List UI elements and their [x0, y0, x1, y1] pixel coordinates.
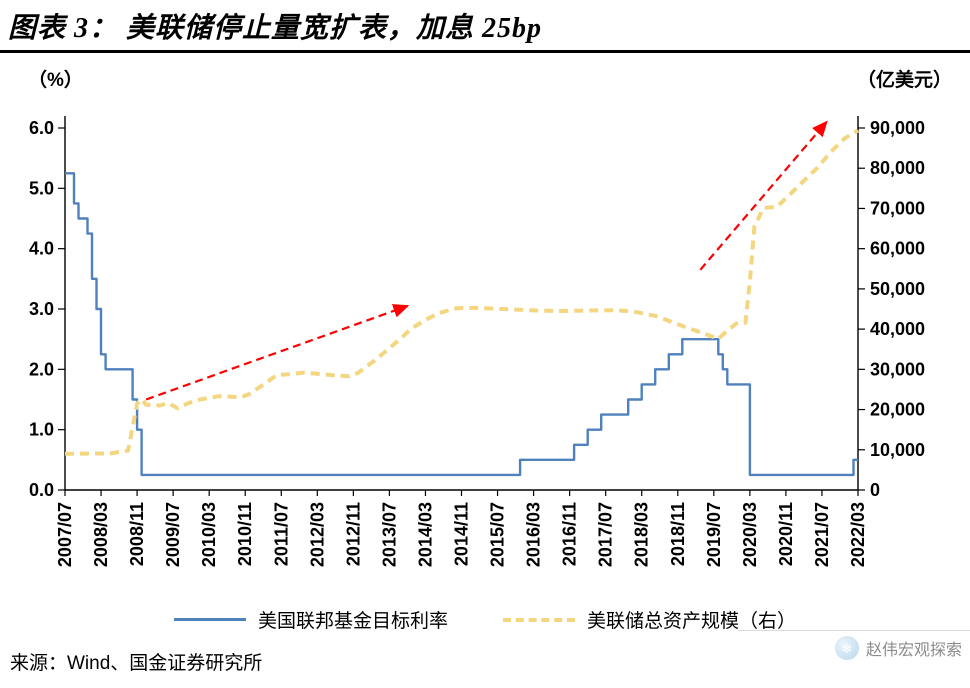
chart-legend: 美国联邦基金目标利率 美联储总资产规模（右） [0, 606, 970, 633]
left-axis-tick-label: 5.0 [29, 178, 54, 198]
right-axis-tick-label: 40,000 [870, 319, 925, 339]
left-axis-unit-label: （%） [28, 68, 83, 91]
right-axis-tick-label: 60,000 [870, 239, 925, 259]
right-axis-tick-label: 30,000 [870, 359, 925, 379]
x-axis-tick-label: 2018/11 [668, 502, 688, 566]
right-axis-tick-label: 90,000 [870, 118, 925, 138]
left-axis-tick-label: 4.0 [29, 239, 54, 259]
watermark-divider [738, 630, 970, 631]
x-axis-tick-label: 2020/11 [776, 502, 796, 566]
watermark-text: 赵伟宏观探索 [865, 642, 962, 659]
x-axis-tick-label: 2022/03 [848, 502, 868, 567]
left-axis-tick-label: 6.0 [29, 118, 54, 138]
x-axis-tick-label: 2009/07 [163, 502, 183, 567]
right-axis-tick-label: 0 [870, 480, 880, 500]
watermark: ❄ 赵伟宏观探索 [834, 636, 962, 660]
x-axis-tick-label: 2014/03 [415, 502, 435, 567]
x-axis-tick-label: 2012/11 [343, 502, 363, 566]
x-axis-tick-label: 2014/11 [452, 502, 472, 566]
x-axis-tick-label: 2011/07 [271, 502, 291, 566]
left-axis-tick-label: 3.0 [29, 299, 54, 319]
x-axis-tick-label: 2019/07 [704, 502, 724, 567]
x-axis-tick-label: 2007/07 [55, 502, 75, 567]
watermark-logo-icon: ❄ [834, 636, 859, 660]
left-axis-tick-label: 0.0 [29, 480, 54, 500]
x-axis-tick-label: 2016/03 [524, 502, 544, 567]
right-axis-tick-label: 80,000 [870, 158, 925, 178]
legend-label-rate: 美国联邦基金目标利率 [257, 611, 448, 632]
x-axis-tick-label: 2010/03 [199, 502, 219, 567]
chart-title: 图表 3： 美联储停止量宽扩表，加息 25bp [8, 13, 543, 44]
source-note: 来源：Wind、国金证券研究所 [10, 653, 263, 674]
right-axis-tick-label: 10,000 [870, 440, 925, 460]
asset-series-line [64, 128, 860, 456]
legend-item-rate: 美国联邦基金目标利率 [173, 606, 448, 633]
asset-line-sample [503, 617, 575, 622]
legend-label-assets: 美联储总资产规模（右） [587, 611, 797, 632]
x-axis-tick-label: 2010/11 [235, 502, 255, 566]
trend-arrow [699, 120, 828, 271]
chart-canvas: 6.0 5.0 4.0 3.0 2.0 1.0 0.0 90,000 80,000 70,000 6… [28, 68, 952, 567]
x-axis-tick-label: 2018/03 [632, 502, 652, 567]
trend-arrow [145, 304, 410, 401]
x-axis-tick-label: 2008/11 [127, 502, 147, 566]
legend-item-assets: 美联储总资产规模（右） [503, 606, 796, 633]
x-axis-tick-label: 2013/07 [379, 502, 399, 567]
right-axis-unit-label: （亿美元） [857, 68, 952, 91]
rate-series-line [65, 172, 858, 477]
title-underline [0, 50, 970, 53]
left-axis-tick-label: 2.0 [29, 359, 54, 379]
rate-line-sample [173, 618, 246, 621]
left-axis-tick-label: 1.0 [29, 420, 54, 440]
right-axis-tick-label: 50,000 [870, 279, 925, 299]
x-axis-tick-label: 2012/03 [307, 502, 327, 567]
x-axis-tick-label: 2016/11 [560, 502, 580, 566]
x-axis-tick-label: 2020/03 [740, 502, 760, 567]
right-axis-tick-label: 20,000 [870, 400, 925, 420]
x-axis-tick-label: 2008/03 [91, 502, 111, 567]
x-axis-tick-label: 2017/07 [596, 502, 616, 567]
x-axis-tick-label: 2021/07 [812, 502, 832, 567]
x-axis-tick-label: 2015/07 [488, 502, 508, 567]
right-axis-tick-label: 70,000 [870, 198, 925, 218]
